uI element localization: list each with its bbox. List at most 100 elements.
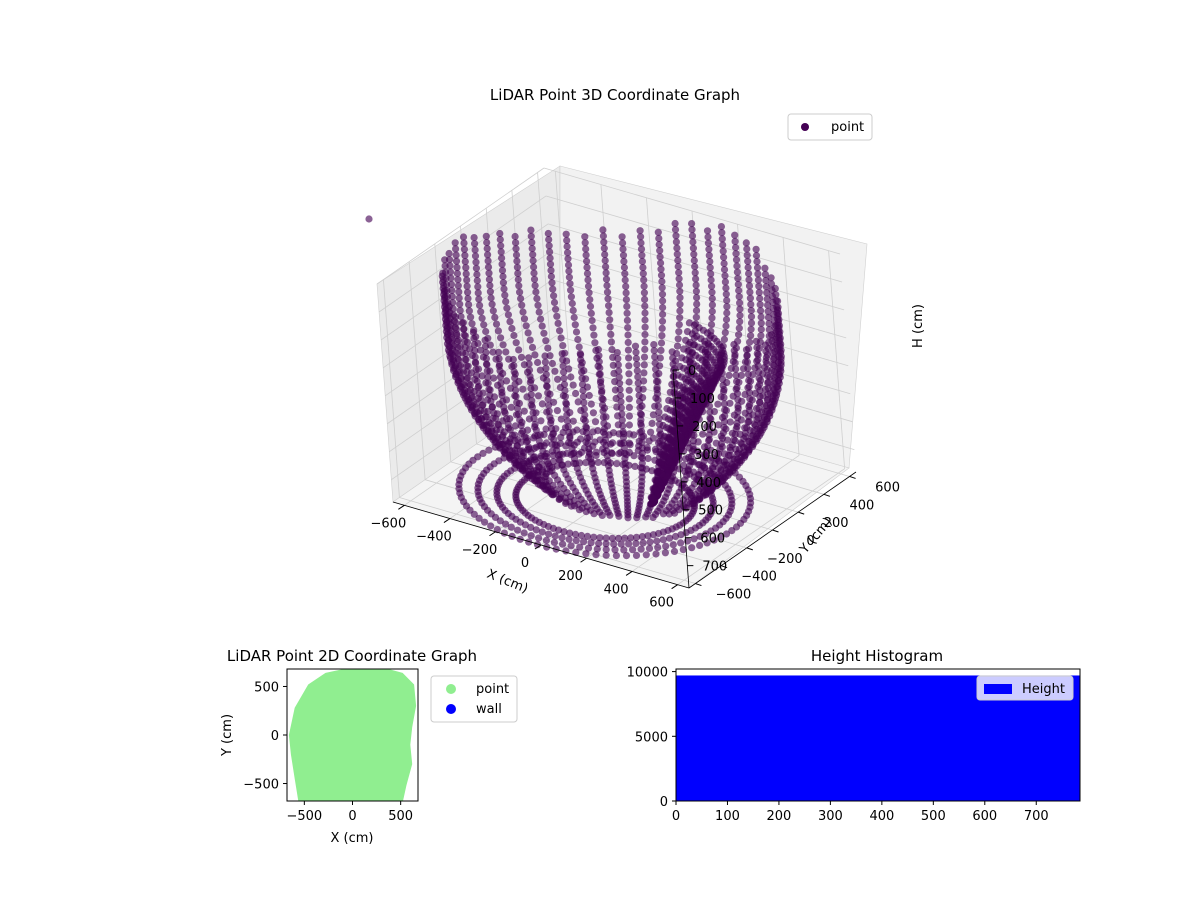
cloud-point <box>748 313 755 320</box>
cloud-point <box>744 384 751 391</box>
cloud-point <box>592 347 599 354</box>
cloud-point <box>704 349 711 356</box>
cloud-point <box>692 327 699 334</box>
cloud-point <box>518 419 525 426</box>
cloud-point <box>546 242 553 249</box>
cloud-point <box>546 352 553 359</box>
cloud-point <box>498 255 505 262</box>
cloud-point <box>456 301 463 308</box>
cloud-point <box>764 380 771 387</box>
cloud-point <box>508 404 515 411</box>
cloud-point <box>521 408 528 415</box>
cloud-point <box>626 387 633 394</box>
cloud-point <box>729 430 736 437</box>
cloud-point <box>513 339 520 346</box>
cloud-point <box>499 261 506 268</box>
cloud-point <box>527 377 534 384</box>
cloud-point <box>453 258 460 265</box>
cloud-point <box>450 343 457 350</box>
z-tick-label-3d: 500 <box>698 504 723 519</box>
cloud-point <box>688 220 695 227</box>
cloud-point <box>596 371 603 378</box>
cloud-point <box>624 331 631 338</box>
cloud-point <box>709 308 716 315</box>
cloud-point <box>757 377 764 384</box>
cloud-point <box>761 265 768 272</box>
cloud-point <box>650 514 657 521</box>
cloud-point <box>745 264 752 271</box>
cloud-point <box>533 444 540 451</box>
cloud-point <box>643 551 650 558</box>
cloud-point <box>578 532 585 539</box>
cloud-point <box>671 365 678 372</box>
cloud-point <box>582 438 589 445</box>
cloud-point <box>763 358 770 365</box>
cloud-point <box>513 411 520 418</box>
cloud-point <box>745 276 752 283</box>
cloud-point <box>508 363 515 370</box>
x-tick-label-hist: 400 <box>869 809 894 824</box>
cloud-point <box>675 328 682 335</box>
histogram-title: Height Histogram <box>811 647 943 665</box>
cloud-point <box>757 332 764 339</box>
cloud-point <box>449 293 456 300</box>
cloud-point <box>477 347 484 354</box>
cloud-point <box>676 307 683 314</box>
cloud-point <box>511 392 518 399</box>
cloud-point <box>537 367 544 374</box>
cloud-point <box>530 263 537 270</box>
cloud-point <box>499 417 506 424</box>
cloud-point <box>637 227 644 234</box>
cloud-point <box>674 257 681 264</box>
cloud-point <box>620 252 627 259</box>
cloud-point <box>674 343 681 350</box>
point-region <box>289 667 416 803</box>
cloud-point <box>721 450 728 457</box>
cloud-point <box>521 361 528 368</box>
cloud-point <box>659 284 666 291</box>
cloud-point <box>672 419 679 426</box>
cloud-point <box>745 345 752 352</box>
cloud-point <box>733 344 740 351</box>
cloud-point <box>515 346 522 353</box>
cloud-point <box>651 403 658 410</box>
cloud-point <box>497 242 504 249</box>
cloud-point <box>639 264 646 271</box>
cloud-point <box>642 513 649 520</box>
y-tick-label-3d: 400 <box>849 498 874 513</box>
cloud-point <box>455 288 462 295</box>
cloud-point <box>492 444 499 451</box>
cloud-point <box>657 347 664 354</box>
y-tick-label-3d: −400 <box>741 570 777 585</box>
cloud-point <box>690 251 697 258</box>
cloud-point <box>638 411 645 418</box>
x-tick-label-3d: 400 <box>604 582 629 597</box>
cloud-point <box>641 331 648 338</box>
cloud-point <box>735 379 742 386</box>
cloud-point <box>449 336 456 343</box>
cloud-point <box>624 310 631 317</box>
cloud-point <box>576 506 583 513</box>
cloud-point <box>626 421 633 428</box>
cloud-point <box>680 346 687 353</box>
cloud-point <box>641 354 648 361</box>
cloud-point <box>684 417 691 424</box>
cloud-point <box>571 314 578 321</box>
cloud-point <box>492 356 499 363</box>
cloud-point <box>690 341 697 348</box>
cloud-point <box>569 428 576 435</box>
cloud-point <box>585 283 592 290</box>
cloud-point <box>588 310 595 317</box>
legend-2d: point wall <box>431 676 517 722</box>
cloud-point <box>516 400 523 407</box>
cloud-point <box>632 540 639 547</box>
cloud-point <box>641 316 648 323</box>
cloud-point <box>456 295 463 302</box>
cloud-point <box>498 389 505 396</box>
cloud-point <box>529 245 536 252</box>
x-tick-label-3d: −600 <box>371 516 407 531</box>
cloud-point <box>496 401 503 408</box>
cloud-point <box>734 269 741 276</box>
cloud-point <box>502 348 509 355</box>
cloud-point <box>583 258 590 265</box>
